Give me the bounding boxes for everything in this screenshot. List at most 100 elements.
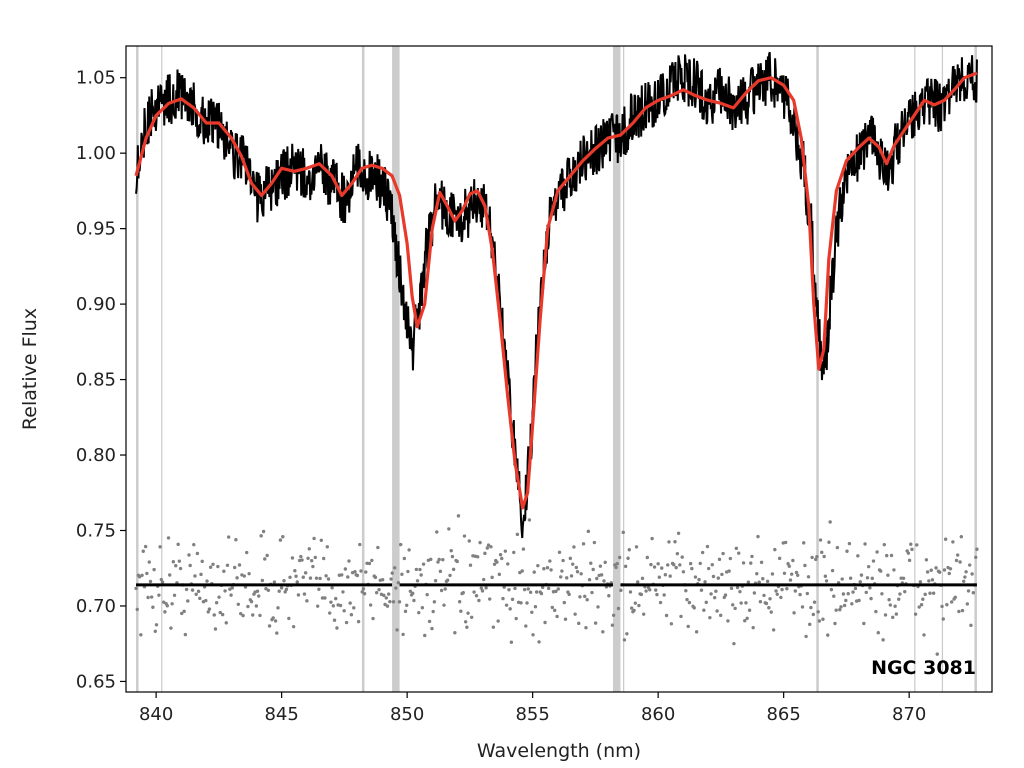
residual-point <box>465 625 469 629</box>
residual-point <box>330 586 334 590</box>
residual-point <box>729 586 734 591</box>
residual-point <box>349 613 354 617</box>
residual-point <box>874 609 878 614</box>
residual-point <box>876 630 880 635</box>
residual-point <box>158 545 162 549</box>
residual-point <box>611 613 616 617</box>
residual-point <box>735 585 740 590</box>
residual-point <box>700 550 705 555</box>
residual-point <box>737 551 741 555</box>
x-tick-label: 870 <box>892 704 926 725</box>
residual-point <box>569 574 574 578</box>
residual-point <box>525 601 529 605</box>
residual-point <box>400 572 404 576</box>
residual-point <box>515 532 520 537</box>
residual-point <box>845 549 849 553</box>
residual-point <box>574 565 579 570</box>
residual-point <box>479 586 483 590</box>
residual-point <box>928 591 932 595</box>
residual-point <box>690 566 694 571</box>
residual-point <box>438 569 443 574</box>
residual-point <box>305 599 309 603</box>
masked-region-7 <box>914 46 916 692</box>
residual-point <box>598 564 603 568</box>
residual-point <box>629 606 634 610</box>
residual-point <box>340 573 344 577</box>
residual-point <box>300 558 304 562</box>
residual-point <box>546 586 551 591</box>
residual-point <box>782 571 787 575</box>
x-tick-label: 840 <box>139 704 173 725</box>
residual-point <box>698 561 702 566</box>
residual-point <box>798 592 802 597</box>
residual-point <box>531 633 535 637</box>
residual-point <box>971 591 976 595</box>
residual-point <box>457 599 462 604</box>
x-axis-label: Wavelength (nm) <box>477 740 641 762</box>
residual-point <box>755 572 759 576</box>
residual-point <box>888 603 893 607</box>
residual-point <box>287 616 291 621</box>
residual-point <box>621 530 625 535</box>
plot-frame <box>125 45 993 693</box>
residual-point <box>263 557 267 561</box>
residual-point <box>830 568 835 573</box>
residual-point <box>728 556 733 561</box>
residual-point <box>881 638 885 642</box>
residual-point <box>788 578 793 582</box>
residual-point <box>676 531 681 535</box>
residual-point <box>793 589 797 593</box>
residual-point <box>421 562 426 566</box>
residual-point <box>632 608 636 613</box>
residual-point <box>146 595 150 600</box>
residual-point <box>883 613 888 617</box>
residual-point <box>159 577 163 582</box>
residual-point <box>282 579 286 583</box>
residual-point <box>571 562 575 566</box>
residual-point <box>542 567 546 571</box>
residual-point <box>324 574 328 578</box>
residual-point <box>258 613 262 618</box>
residual-point <box>474 594 479 598</box>
residual-point <box>415 579 420 583</box>
residual-point <box>234 538 238 542</box>
residual-point <box>607 594 611 598</box>
residual-point <box>719 613 723 618</box>
residual-point <box>455 559 459 564</box>
residual-point <box>467 539 471 543</box>
residual-point <box>656 562 660 566</box>
residual-point <box>891 615 895 620</box>
residual-point <box>623 564 628 569</box>
residual-point <box>165 604 170 608</box>
residual-point <box>645 555 650 560</box>
residual-point <box>648 588 652 592</box>
residual-point <box>265 553 269 558</box>
residual-point <box>328 611 332 615</box>
residual-point <box>627 548 631 552</box>
residual-point <box>492 562 497 566</box>
residual-point <box>603 560 607 565</box>
residual-point <box>970 572 974 576</box>
residual-point <box>453 631 457 635</box>
residual-point <box>721 551 725 556</box>
residual-point <box>436 560 440 564</box>
residual-point <box>803 563 807 568</box>
residual-point <box>312 536 316 541</box>
residual-point <box>267 624 272 628</box>
residual-point <box>622 638 627 642</box>
residual-point <box>844 598 848 603</box>
residual-point <box>326 577 331 581</box>
residual-point <box>644 589 648 593</box>
residual-point <box>299 554 303 559</box>
residual-point <box>212 613 216 617</box>
residual-point <box>688 561 693 566</box>
residual-point <box>373 575 378 580</box>
residual-point <box>871 559 876 563</box>
masked-region-3 <box>392 46 400 692</box>
residual-point <box>308 576 313 580</box>
residual-point <box>768 597 772 601</box>
residual-point <box>320 596 325 600</box>
residual-point <box>747 608 752 612</box>
residual-point <box>343 567 348 571</box>
residual-point <box>964 570 968 574</box>
